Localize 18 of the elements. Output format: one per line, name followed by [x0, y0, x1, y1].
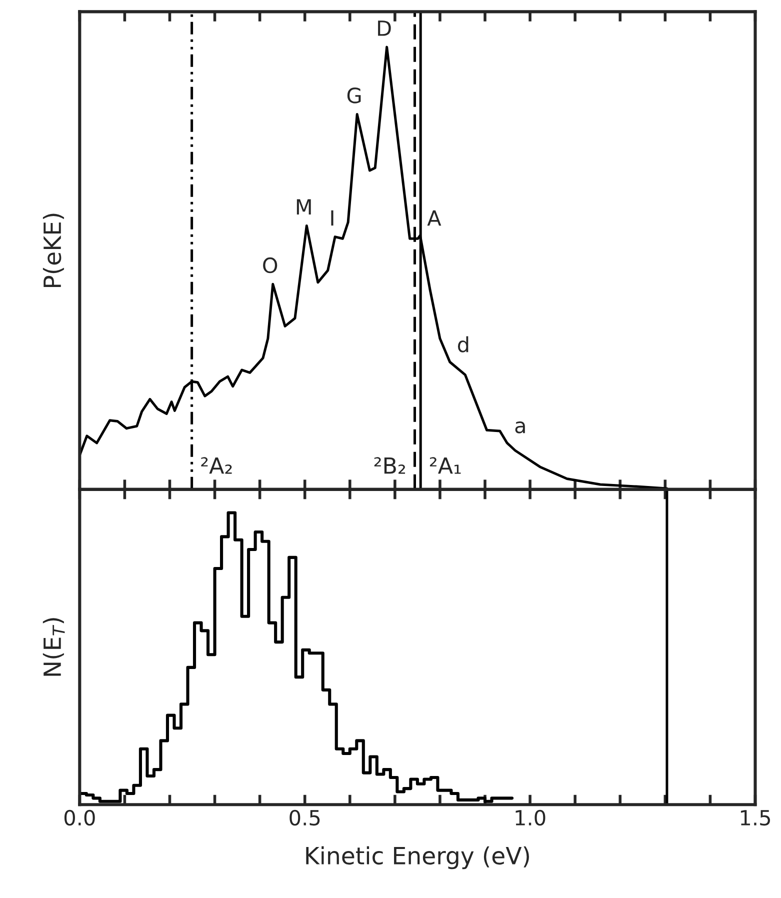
ref-line-label: ²A₂: [201, 457, 232, 474]
annotation: a: [515, 421, 525, 434]
x-tick-label: 0.5: [290, 810, 320, 826]
x-axis-title: Kinetic Energy (eV): [306, 846, 529, 870]
ref-line-label: ²B₂: [374, 457, 406, 474]
x-tick-label: 1.5: [740, 810, 770, 826]
x-tick-label: 0.0: [64, 810, 95, 826]
annotation: O: [263, 257, 278, 274]
y-axis-title: N(E$_{T}$): [42, 618, 65, 676]
annotation: I: [331, 210, 334, 226]
annotation: M: [296, 199, 311, 214]
x-tick-label: 1.0: [516, 810, 546, 826]
annotation: D: [378, 20, 391, 36]
annotation: A: [427, 210, 442, 226]
y-axis-title: P(eKE): [42, 214, 64, 288]
annotation: G: [347, 88, 361, 104]
ref-line-label: ²A₁: [430, 457, 461, 474]
annotation: d: [458, 336, 468, 352]
